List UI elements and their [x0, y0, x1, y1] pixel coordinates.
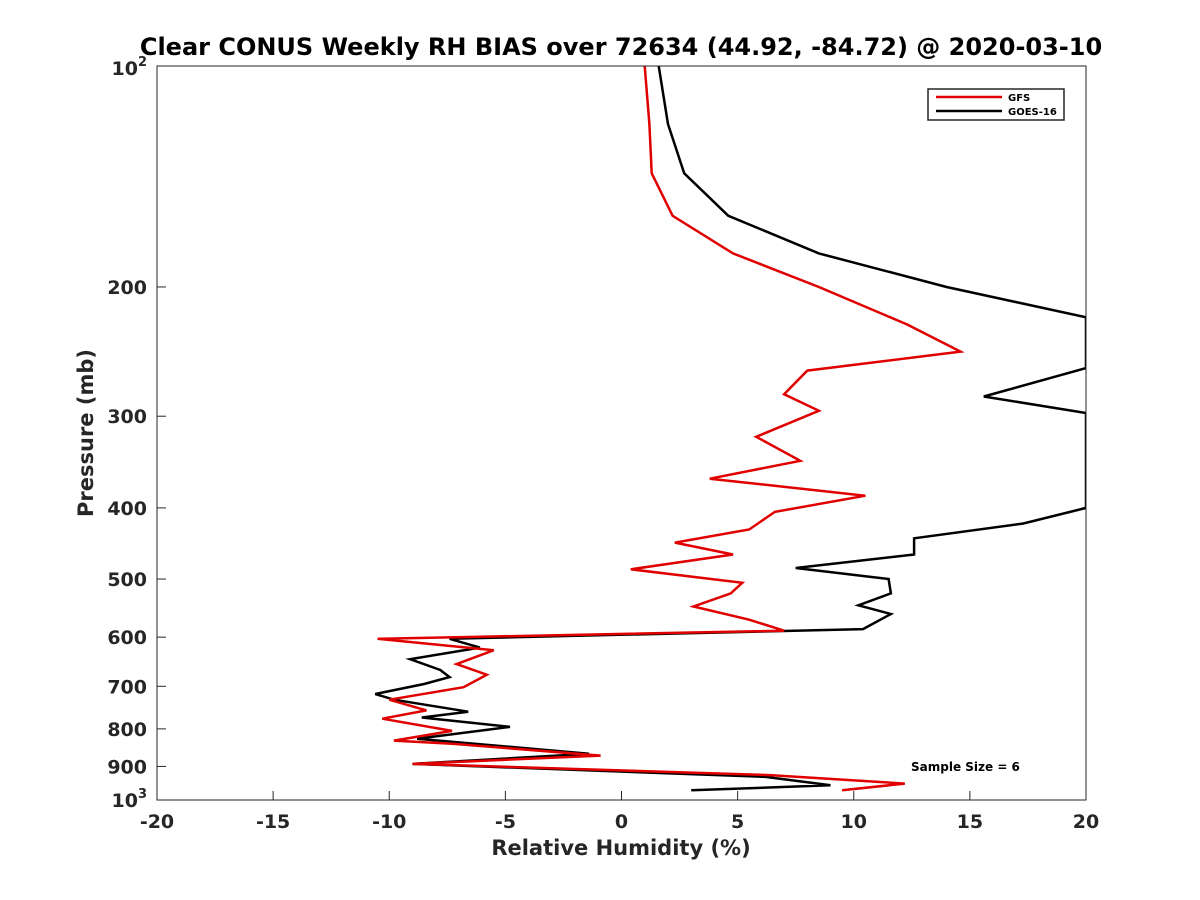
chart-title: Clear CONUS Weekly RH BIAS over 72634 (4… — [140, 33, 1102, 61]
x-tick-label: -15 — [256, 811, 290, 833]
plot-frame — [156, 65, 1087, 801]
y-tick-label: 900 — [107, 756, 147, 778]
series-line-goes16 — [374, 66, 1086, 792]
x-axis-ticks: -20 -15 -10 -5 0 5 10 15 20 — [140, 791, 1099, 833]
legend-label-goes16: GOES-16 — [1008, 107, 1057, 118]
y-tick-label: 800 — [107, 719, 147, 741]
x-tick-label: -20 — [140, 811, 174, 833]
x-tick-label: 5 — [731, 811, 744, 833]
y-tick-label: 600 — [107, 627, 147, 649]
legend-label-gfs: GFS — [1008, 93, 1030, 104]
y-tick-label: 700 — [107, 676, 147, 698]
y-tick-label: 500 — [107, 569, 147, 591]
x-tick-label: 0 — [615, 811, 628, 833]
x-tick-label: -5 — [495, 811, 516, 833]
y-axis-label: Pressure (mb) — [74, 349, 98, 517]
y-axis-ticks: 200 300 400 500 600 700 800 900 — [107, 277, 166, 778]
x-axis-label: Relative Humidity (%) — [491, 836, 750, 860]
sample-size-annotation: Sample Size = 6 — [911, 760, 1020, 774]
y-tick-label: 300 — [107, 406, 147, 428]
y-tick-label-bottom: 103 — [112, 787, 148, 812]
y-tick-label-top: 102 — [112, 55, 148, 80]
x-tick-label: 20 — [1073, 811, 1099, 833]
x-tick-label: 15 — [957, 811, 983, 833]
x-tick-label: 10 — [841, 811, 867, 833]
y-tick-label: 400 — [107, 498, 147, 520]
series-line-gfs — [377, 66, 965, 792]
y-tick-label: 200 — [107, 277, 147, 299]
series-layer — [374, 66, 1086, 792]
legend-box — [927, 88, 1065, 121]
legend: GFS GOES-16 — [927, 88, 1065, 121]
x-tick-label: -10 — [372, 811, 406, 833]
